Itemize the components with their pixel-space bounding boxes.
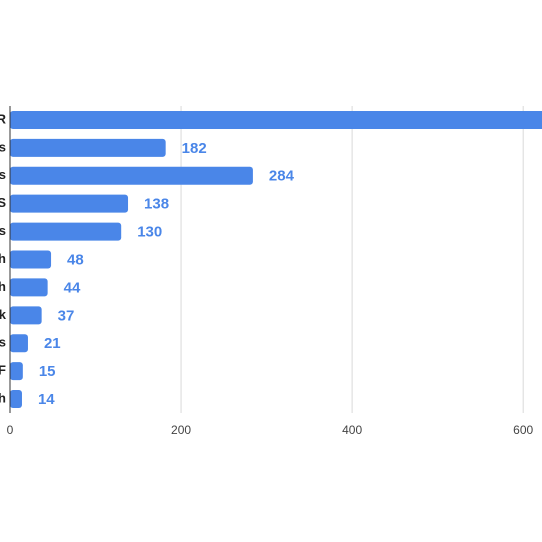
bar	[10, 362, 23, 381]
y-tick-label: s	[0, 223, 6, 238]
x-tick-label: 200	[171, 423, 191, 437]
y-tick-label: R	[0, 111, 7, 126]
value-label: 14	[38, 391, 55, 408]
bar	[10, 390, 22, 409]
bar	[10, 334, 28, 353]
bar	[10, 166, 253, 185]
value-label: 284	[269, 168, 295, 185]
x-tick-label: 600	[513, 423, 533, 437]
y-tick-label: h	[0, 279, 6, 294]
bar	[10, 110, 542, 129]
y-tick-label: k	[0, 307, 7, 322]
value-label: 15	[39, 363, 56, 380]
value-label: 37	[58, 307, 75, 324]
y-tick-label: h	[0, 251, 6, 266]
y-tick-label: s	[0, 335, 6, 350]
bar	[10, 138, 166, 157]
plot: 0200400600R700s182s284S138s130h48h44k37s…	[0, 106, 542, 437]
value-label: 48	[67, 251, 84, 268]
x-tick-label: 0	[7, 423, 14, 437]
y-tick-label: S	[0, 195, 6, 210]
bar	[10, 222, 122, 241]
bar	[10, 194, 129, 213]
value-label: 44	[64, 279, 81, 296]
value-label: 21	[44, 335, 61, 352]
bar	[10, 250, 52, 269]
y-tick-label: F	[0, 363, 6, 378]
y-tick-label: s	[0, 139, 6, 154]
value-label: 182	[182, 140, 207, 157]
y-tick-label: s	[0, 167, 6, 182]
value-label: 138	[144, 196, 169, 213]
x-tick-label: 400	[342, 423, 362, 437]
value-label: 130	[137, 224, 162, 241]
bar	[10, 278, 48, 297]
y-tick-label: h	[0, 390, 6, 405]
bar	[10, 306, 42, 325]
